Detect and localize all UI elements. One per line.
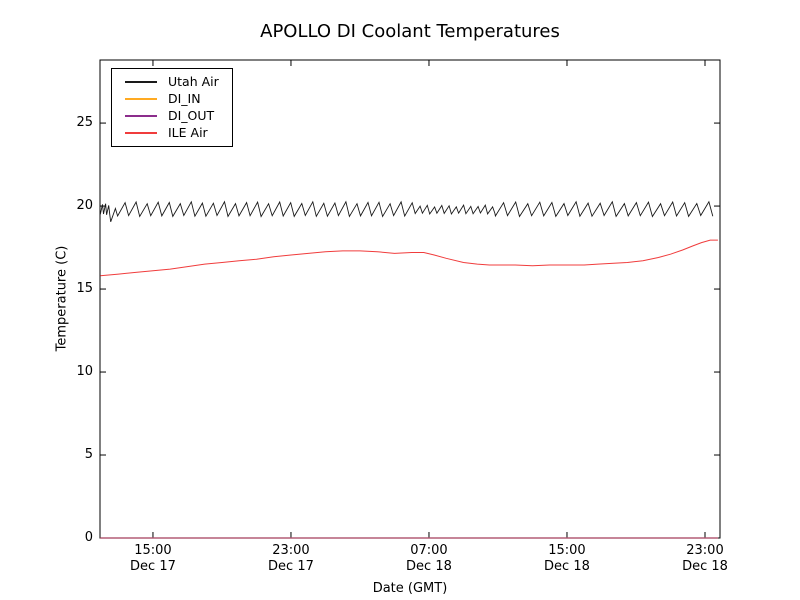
x-tick-time: 07:00 (410, 543, 448, 558)
series-ile-air-line (100, 239, 718, 277)
ile-air-line-swatch (125, 131, 157, 134)
legend-row-utah-air: Utah Air (112, 73, 232, 90)
chart-title: APOLLO DI Coolant Temperatures (260, 21, 560, 42)
x-tick-label-0: 15:00 Dec 17 (113, 543, 193, 575)
y-tick-label-0: 0 (84, 530, 93, 545)
di-out-line-swatch (125, 114, 157, 117)
legend: Utah Air DI_IN DI_OUT ILE Air (111, 68, 233, 147)
x-axis-label: Date (GMT) (372, 581, 448, 596)
di-in-line-swatch (125, 97, 157, 100)
x-tick-label-1: 23:00 Dec 17 (251, 543, 331, 575)
y-axis-label: Temperature (C) (54, 245, 70, 352)
x-tick-date: Dec 18 (406, 559, 452, 574)
x-tick-time: 15:00 (548, 543, 586, 558)
legend-label-di-out: DI_OUT (168, 108, 215, 123)
y-tick-label-5: 5 (84, 447, 93, 462)
x-tick-label-2: 07:00 Dec 18 (389, 543, 469, 575)
x-tick-date: Dec 18 (544, 559, 590, 574)
x-tick-label-3: 15:00 Dec 18 (527, 543, 607, 575)
x-tick-date: Dec 18 (682, 559, 728, 574)
x-tick-label-4: 23:00 Dec 18 (665, 543, 745, 575)
legend-label-ile-air: ILE Air (168, 125, 208, 140)
y-tick-label-25: 25 (76, 115, 93, 131)
legend-row-di-out: DI_OUT (112, 107, 232, 124)
legend-label-di-in: DI_IN (168, 91, 201, 106)
legend-row-di-in: DI_IN (112, 90, 232, 107)
x-tick-date: Dec 17 (130, 559, 176, 574)
y-tick-label-20: 20 (76, 198, 93, 214)
legend-label-utah-air: Utah Air (168, 74, 219, 89)
x-tick-time: 15:00 (134, 543, 172, 558)
x-tick-date: Dec 17 (268, 559, 314, 574)
y-tick-label-15: 15 (76, 281, 93, 297)
legend-row-ile-air: ILE Air (112, 124, 232, 141)
y-tick-label-10: 10 (76, 364, 93, 380)
utah-air-line-swatch (125, 80, 157, 83)
x-tick-time: 23:00 (686, 543, 724, 558)
x-tick-time: 23:00 (272, 543, 310, 558)
series-utah-air-line (99, 200, 714, 222)
